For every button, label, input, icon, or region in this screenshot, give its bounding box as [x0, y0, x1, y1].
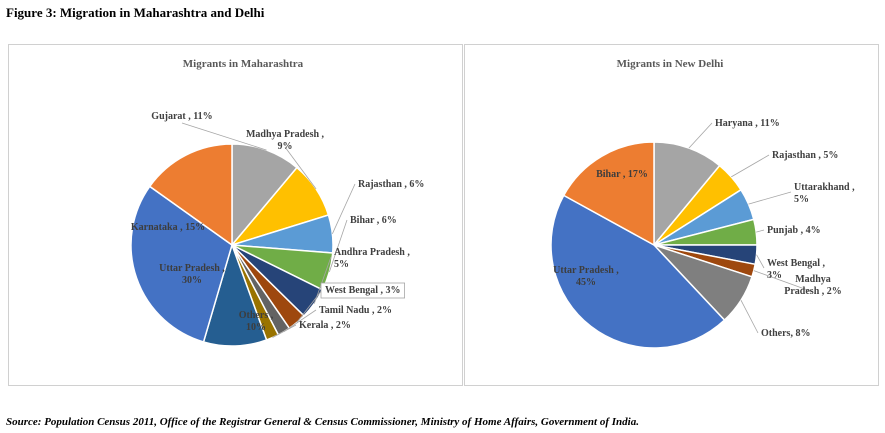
leader-line [756, 229, 765, 233]
figure-title: Figure 3: Migration in Maharashtra and D… [6, 5, 265, 20]
slice-label-tamil-nadu: Tamil Nadu , 2% [319, 305, 392, 316]
slice-label-madhya-pradesh: Madhya Pradesh , 9% [246, 129, 325, 152]
slice-label-rajasthan: Rajasthan , 5% [772, 150, 838, 161]
leader-line [283, 309, 317, 332]
leader-line [332, 183, 356, 234]
slice-label-punjab: Punjab , 4% [767, 225, 821, 236]
slice-label-karnataka: Karnataka , 15% [131, 222, 205, 233]
leader-line [272, 324, 297, 338]
slice-label-madhya-pradesh: Madhya Pradesh , 2% [784, 274, 842, 297]
leader-lines [181, 122, 356, 338]
pie-slice-haryana [653, 141, 721, 248]
slice-label-uttar-pradesh: Uttar Pradesh , 45% [553, 265, 619, 288]
leader-line [748, 191, 792, 205]
leader-line [688, 122, 713, 149]
source-note: Source: Population Census 2011, Office o… [6, 416, 639, 428]
slice-label-bihar: Bihar , 17% [596, 169, 648, 180]
slice-label-uttarakhand: Uttarakhand , 5% [794, 182, 855, 205]
chart-title: Migrants in Maharashtra [183, 58, 304, 70]
pie-chart-maharashtra: Migrants in Maharashtra Gujarat , 11% Mad… [130, 58, 424, 347]
pie-slice-karnataka [148, 143, 233, 247]
leader-line [740, 300, 759, 334]
chart-panel-maharashtra: Migrants in Maharashtra Gujarat , 11% Mad… [8, 44, 463, 386]
slice-label-others: Others, 8% [761, 328, 810, 339]
pie-slice-uttar-pradesh [130, 185, 233, 343]
pie-slice-uttar-pradesh [550, 194, 726, 349]
leader-line [181, 122, 267, 151]
data-labels: Gujarat , 11% Madhya Pradesh , 9% Rajasthan… [131, 111, 424, 333]
label-box [320, 282, 405, 299]
slice-label-west-bengal: West Bengal , 3% [325, 285, 401, 296]
slice-label-bihar: Bihar , 6% [350, 215, 397, 226]
chart-title: Migrants in New Delhi [617, 58, 724, 70]
pie-slice-bihar [562, 141, 655, 247]
slice-label-rajasthan: Rajasthan , 6% [358, 179, 424, 190]
pie-slice-gujarat [231, 143, 298, 248]
leader-lines [688, 122, 814, 334]
slice-label-others: Others , 10% [239, 310, 274, 333]
leader-line [328, 219, 348, 273]
pie-slices [550, 141, 758, 349]
leader-line [756, 254, 765, 269]
leader-line [731, 154, 770, 178]
slice-label-gujarat: Gujarat , 11% [151, 111, 212, 122]
leader-line [296, 289, 323, 323]
slice-label-kerala: Kerala , 2% [299, 320, 351, 331]
pie-slices [130, 143, 334, 347]
slice-label-uttar-pradesh: Uttar Pradesh , 30% [159, 263, 225, 286]
slice-label-haryana: Haryana , 11% [715, 118, 780, 129]
data-labels: Haryana , 11% Rajasthan , 5% Uttarakhand ,… [553, 118, 855, 339]
leader-line [753, 270, 814, 293]
slice-label-west-bengal: West Bengal , 3% [767, 258, 826, 281]
slice-label-andhra-pradesh: Andhra Pradesh , 5% [334, 247, 410, 270]
leader-line [284, 146, 317, 190]
chart-panel-delhi: Migrants in New Delhi Haryana , 11% Rajas… [464, 44, 879, 386]
pie-chart-delhi: Migrants in New Delhi Haryana , 11% Rajas… [550, 58, 855, 349]
